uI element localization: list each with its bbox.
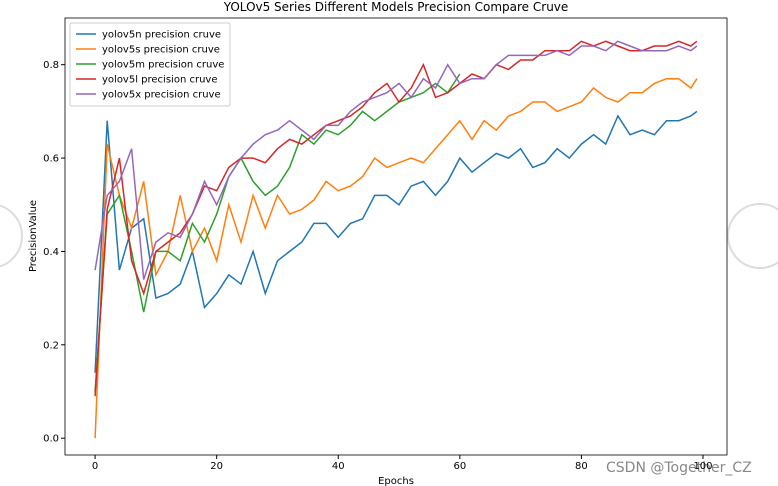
watermark: CSDN @Together_CZ (606, 460, 752, 476)
legend-label: yolov5s precision cruve (102, 45, 220, 56)
series-line (94, 110, 698, 373)
legend-box (69, 22, 231, 107)
legend-label: yolov5l precision cruve (102, 75, 217, 86)
plot-frame (64, 17, 728, 456)
prev-button[interactable] (0, 204, 23, 268)
x-tick-label: 60 (453, 461, 466, 472)
x-axis-label: Epochs (378, 476, 414, 486)
x-tick-label: 40 (332, 461, 345, 472)
x-tick-label: 100 (693, 461, 712, 472)
x-tick-label: 20 (210, 461, 223, 472)
legend-label: yolov5m precision cruve (102, 60, 224, 71)
chart-title: YOLOv5 Series Different Models Precision… (223, 0, 569, 14)
legend-label: yolov5x precision cruve (102, 90, 221, 101)
y-axis-label: PrecisionValue (28, 200, 39, 272)
x-tick-label: 0 (92, 461, 98, 472)
legend-label: yolov5n precision cruve (102, 30, 221, 41)
y-tick-label: 0.0 (43, 434, 59, 445)
y-tick-label: 0.8 (43, 60, 59, 71)
x-tick-label: 80 (575, 461, 588, 472)
series-line (94, 40, 698, 280)
series-line (94, 77, 698, 439)
y-tick-label: 0.6 (43, 154, 59, 165)
y-tick-label: 0.2 (43, 340, 59, 351)
next-button[interactable] (727, 203, 778, 269)
y-tick-label: 0.4 (43, 247, 59, 258)
